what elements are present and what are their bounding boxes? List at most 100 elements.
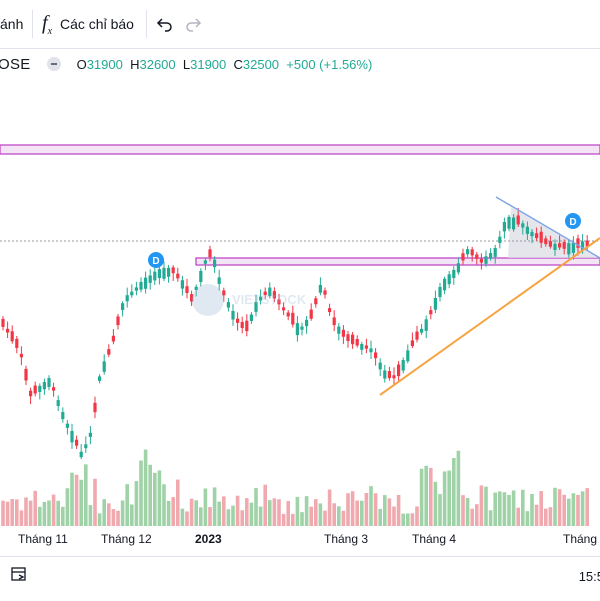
clock-display[interactable]: 15:5 bbox=[578, 569, 600, 584]
volume-bar bbox=[97, 513, 102, 526]
candle-body bbox=[33, 385, 37, 394]
candle-body bbox=[346, 334, 350, 342]
volume-bar bbox=[93, 478, 97, 526]
candle-body bbox=[351, 334, 355, 345]
volume-bar bbox=[291, 513, 295, 526]
undo-icon bbox=[156, 18, 172, 32]
volume-bar bbox=[493, 492, 497, 526]
candle-body bbox=[93, 402, 97, 413]
candle-body bbox=[208, 249, 212, 258]
volume-bar bbox=[567, 498, 571, 526]
candle-body bbox=[194, 286, 198, 290]
candle-body bbox=[42, 382, 46, 390]
volume-bar bbox=[295, 496, 300, 526]
candle-body bbox=[475, 254, 479, 259]
volume-bar bbox=[511, 490, 516, 526]
candle-body bbox=[268, 287, 272, 297]
candle-body bbox=[236, 318, 240, 323]
candle-body bbox=[38, 385, 42, 392]
volume-bar bbox=[47, 500, 51, 526]
resistance-zone[interactable] bbox=[0, 144, 600, 155]
candle-body bbox=[493, 248, 497, 257]
candle-body bbox=[272, 291, 276, 299]
volume-bar bbox=[373, 493, 378, 526]
volume-bar bbox=[235, 495, 240, 526]
candle-body bbox=[19, 353, 23, 358]
volume-bar bbox=[272, 498, 277, 526]
volume-bar bbox=[217, 501, 221, 526]
volume-bar bbox=[383, 495, 387, 526]
candle-body bbox=[401, 359, 405, 371]
candle-body bbox=[24, 368, 28, 381]
symbol-name[interactable]: OSE bbox=[0, 55, 31, 73]
candle-body bbox=[341, 329, 345, 337]
compare-button[interactable]: ánh bbox=[0, 0, 23, 48]
volume-bar bbox=[226, 509, 231, 526]
candle-body bbox=[424, 319, 428, 331]
volume-bar bbox=[286, 501, 290, 526]
volume-bar bbox=[222, 496, 226, 526]
candle-body bbox=[148, 275, 152, 283]
x-tick-label: Tháng 11 bbox=[18, 532, 68, 546]
volume-bar bbox=[553, 487, 557, 526]
volume-bar bbox=[396, 494, 401, 526]
candle-body bbox=[328, 308, 332, 313]
volume-bar bbox=[475, 504, 479, 526]
high-label: H bbox=[130, 56, 140, 72]
candle-body bbox=[558, 243, 562, 248]
candle-body bbox=[130, 291, 134, 296]
candle-body bbox=[512, 217, 516, 230]
volume-bar bbox=[337, 506, 341, 526]
calendar-range-icon[interactable] bbox=[10, 565, 28, 583]
candle-body bbox=[167, 267, 171, 277]
volume-bar bbox=[33, 490, 37, 526]
drawing-layer-front bbox=[379, 196, 600, 396]
redo-button[interactable] bbox=[184, 0, 202, 48]
collapse-legend-icon[interactable] bbox=[46, 57, 61, 71]
triangle-pattern[interactable] bbox=[508, 207, 598, 258]
volume-bar bbox=[314, 499, 318, 526]
undo-button[interactable] bbox=[156, 0, 174, 48]
volume-bar bbox=[452, 458, 456, 526]
volume-bar bbox=[346, 493, 350, 526]
candle-body bbox=[277, 299, 281, 305]
candle-body bbox=[309, 309, 313, 319]
volume-bar bbox=[180, 508, 185, 526]
volume-bar bbox=[245, 498, 249, 526]
volume-bar bbox=[258, 506, 263, 526]
indicators-button[interactable]: fx Các chỉ báo bbox=[42, 0, 134, 48]
low-label: L bbox=[182, 56, 191, 72]
volume-bar bbox=[387, 498, 392, 526]
candle-body bbox=[291, 312, 295, 325]
volume-bar bbox=[5, 501, 10, 526]
volume-bar bbox=[534, 504, 539, 526]
dividend-marker-1[interactable]: D bbox=[148, 252, 164, 268]
support-zone[interactable] bbox=[195, 257, 600, 266]
volume-bar bbox=[107, 503, 111, 526]
candle-body bbox=[420, 328, 424, 333]
volume-bar bbox=[24, 497, 28, 526]
volume-bar bbox=[185, 511, 189, 526]
close-label: C bbox=[233, 56, 243, 72]
volume-bar bbox=[484, 486, 488, 526]
support-trendline[interactable] bbox=[379, 237, 600, 396]
dividend-marker-2[interactable]: D bbox=[565, 213, 581, 229]
volume-bar bbox=[498, 491, 502, 526]
candle-body bbox=[392, 375, 396, 379]
candle-body bbox=[121, 303, 125, 310]
candle-body bbox=[443, 278, 447, 291]
volume-bar bbox=[415, 506, 419, 526]
volume-bar bbox=[79, 479, 83, 526]
candle-body bbox=[525, 226, 529, 234]
candle-body bbox=[314, 298, 318, 305]
volume-bar bbox=[364, 492, 369, 526]
dividend-marker-label: D bbox=[569, 217, 576, 228]
candles bbox=[1, 207, 589, 460]
fx-icon: fx bbox=[42, 11, 53, 37]
candle-body bbox=[433, 297, 437, 310]
volume-bar bbox=[199, 507, 203, 526]
candle-body bbox=[107, 349, 111, 355]
triangle-upper-line[interactable] bbox=[495, 196, 600, 259]
candle-body bbox=[516, 215, 520, 225]
